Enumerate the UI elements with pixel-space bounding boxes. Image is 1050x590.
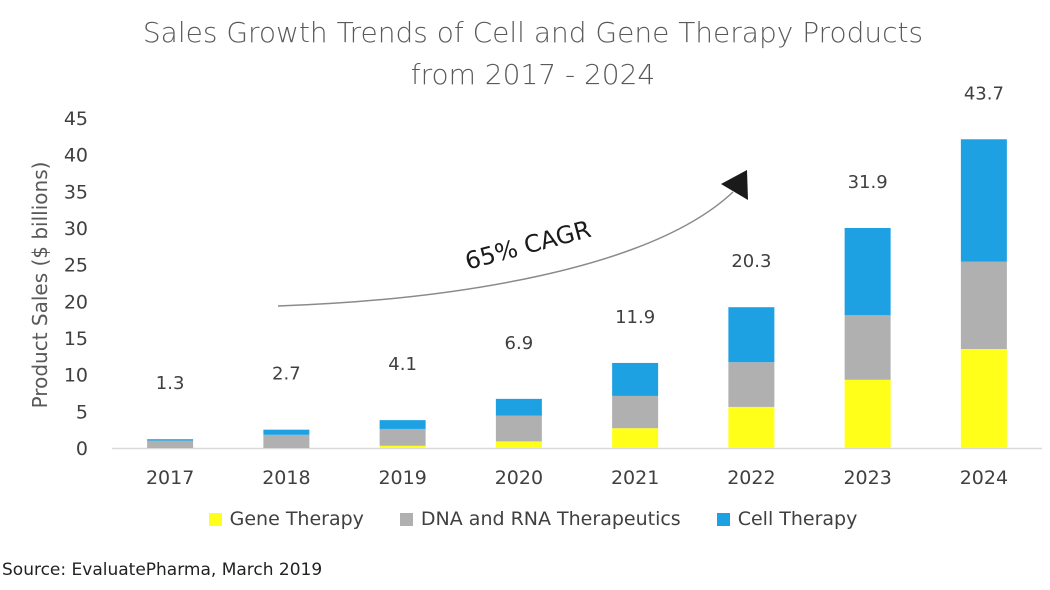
- bar-segment-cell-therapy: [147, 439, 194, 441]
- x-tick-label: 2017: [146, 467, 194, 489]
- bar-segment-dna-and-rna-therapeutics: [263, 434, 310, 448]
- legend: Gene Therapy DNA and RNA Therapeutics Cell…: [0, 508, 1050, 530]
- total-data-label: 31.9: [848, 172, 888, 193]
- bar-segment-cell-therapy: [379, 420, 426, 429]
- source-note: Source: EvaluatePharma, March 2019: [2, 560, 323, 580]
- legend-label: Cell Therapy: [737, 508, 858, 530]
- bar-segment-dna-and-rna-therapeutics: [379, 428, 426, 446]
- title-line-1: Sales Growth Trends of Cell and Gene The…: [142, 16, 924, 49]
- y-tick-label: 20: [64, 291, 88, 313]
- cagr-annotation: 65% CAGR: [462, 215, 594, 275]
- x-tick-label: 2019: [378, 467, 426, 489]
- bar-segment-cell-therapy: [960, 139, 1007, 262]
- x-tick-label: 2022: [727, 467, 775, 489]
- bar-segment-dna-and-rna-therapeutics: [612, 395, 659, 429]
- bar-segment-dna-and-rna-therapeutics: [495, 415, 542, 442]
- chart-title: Sales Growth Trends of Cell and Gene The…: [0, 12, 1050, 96]
- bar-segment-cell-therapy: [844, 228, 891, 316]
- bar-segment-cell-therapy: [495, 398, 542, 416]
- legend-swatch: [208, 512, 222, 526]
- bar-segment-dna-and-rna-therapeutics: [147, 440, 194, 448]
- legend-label: DNA and RNA Therapeutics: [420, 508, 681, 530]
- total-data-label: 6.9: [505, 333, 534, 354]
- legend-item: Gene Therapy: [208, 508, 364, 530]
- y-tick-label: 35: [64, 181, 88, 203]
- x-tick-label: 2023: [843, 467, 891, 489]
- legend-swatch: [716, 512, 730, 526]
- total-data-label: 2.7: [272, 364, 301, 385]
- total-data-label: 43.7: [964, 83, 1004, 104]
- y-tick-label: 25: [64, 255, 88, 277]
- y-tick-label: 5: [76, 401, 88, 423]
- bar-segment-dna-and-rna-therapeutics: [960, 261, 1007, 349]
- bar-segment-gene-therapy: [728, 406, 775, 448]
- bar-segment-cell-therapy: [263, 429, 310, 435]
- bar-segment-gene-therapy: [612, 428, 659, 448]
- legend-label: Gene Therapy: [229, 508, 364, 530]
- legend-swatch: [399, 512, 413, 526]
- y-tick-label: 10: [64, 365, 88, 387]
- bar-segment-gene-therapy: [495, 441, 542, 448]
- cagr-arrow-head-icon: [721, 170, 748, 200]
- x-tick-label: 2018: [262, 467, 310, 489]
- legend-item: DNA and RNA Therapeutics: [399, 508, 681, 530]
- total-data-label: 1.3: [156, 373, 185, 394]
- bar-segment-gene-therapy: [844, 379, 891, 448]
- total-data-label: 20.3: [731, 251, 771, 272]
- y-tick-label: 30: [64, 218, 88, 240]
- y-axis-label: Product Sales ($ billions): [28, 162, 52, 409]
- cagr-arrow-line: [277, 191, 734, 307]
- bar-segment-cell-therapy: [612, 362, 659, 396]
- y-tick-label: 15: [64, 328, 88, 350]
- x-tick-label: 2021: [611, 467, 659, 489]
- x-tick-label: 2024: [960, 467, 1008, 489]
- total-data-label: 11.9: [615, 307, 655, 328]
- x-tick-label: 2020: [495, 467, 543, 489]
- bar-segment-dna-and-rna-therapeutics: [844, 315, 891, 380]
- y-tick-label: 45: [64, 108, 88, 130]
- bar-segment-dna-and-rna-therapeutics: [728, 362, 775, 407]
- y-tick-label: 0: [76, 438, 88, 460]
- bar-segment-gene-therapy: [960, 349, 1007, 448]
- bar-segment-gene-therapy: [379, 445, 426, 448]
- y-tick-label: 40: [64, 145, 88, 167]
- title-line-2: from 2017 - 2024: [410, 58, 656, 91]
- total-data-label: 4.1: [388, 354, 417, 375]
- legend-item: Cell Therapy: [716, 508, 858, 530]
- bar-segment-cell-therapy: [728, 307, 775, 363]
